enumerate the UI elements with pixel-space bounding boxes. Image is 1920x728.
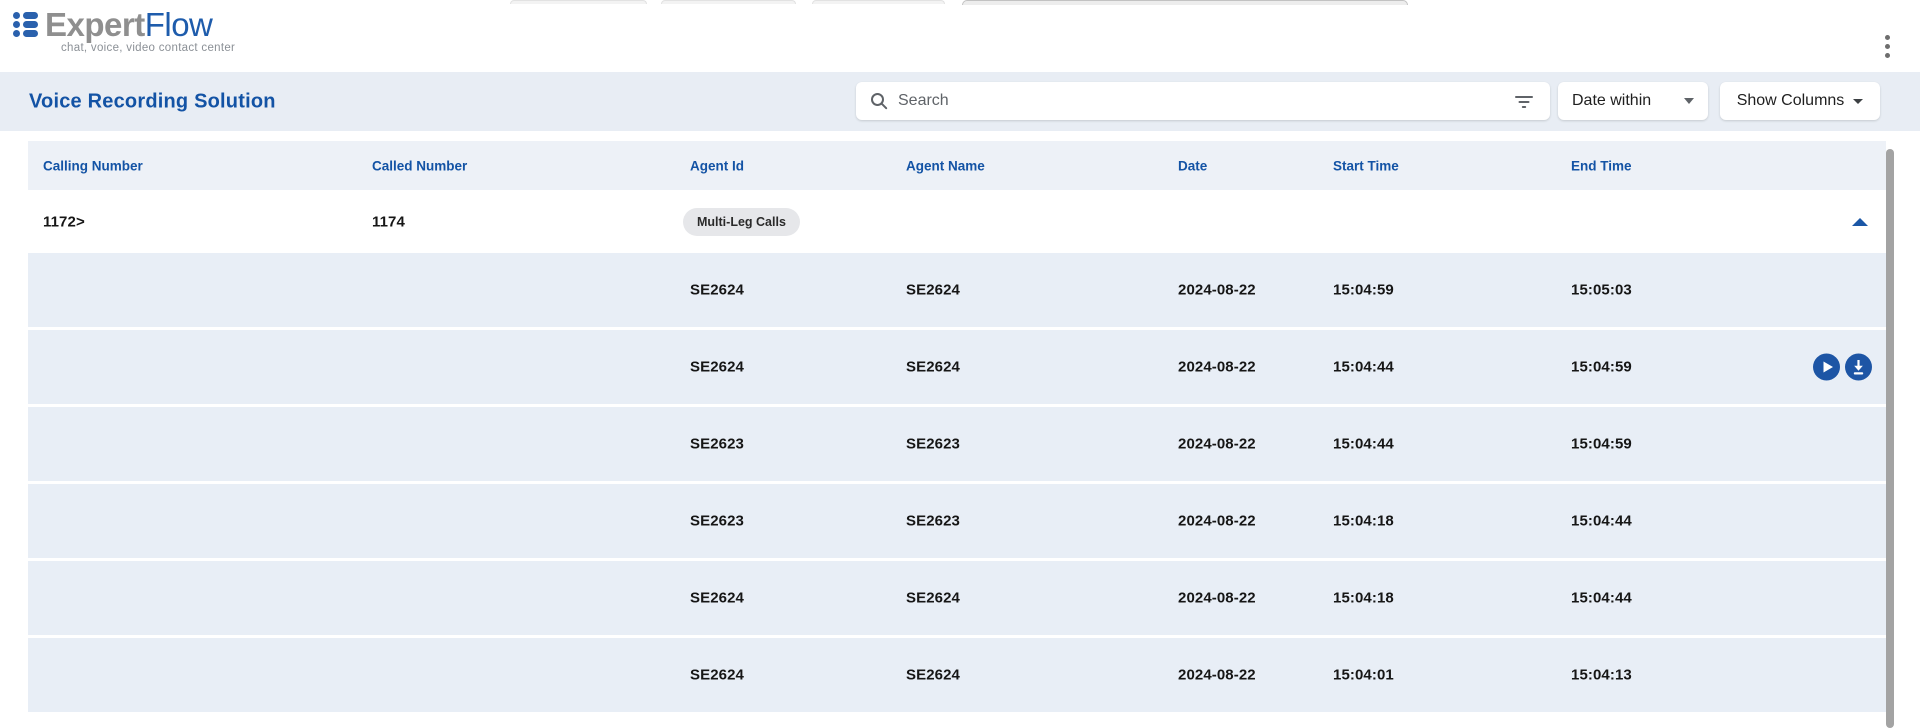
- search-icon: [870, 92, 888, 110]
- column-header-agent-id: Agent Id: [690, 158, 744, 173]
- multi-leg-calls-badge: Multi-Leg Calls: [683, 208, 800, 236]
- cell-agent-name: SE2624: [906, 590, 960, 607]
- table-header-row: Calling Number Called Number Agent Id Ag…: [28, 141, 1886, 190]
- cell-agent-id: SE2624: [690, 590, 744, 607]
- play-icon[interactable]: [1813, 354, 1840, 381]
- date-within-dropdown[interactable]: Date within: [1558, 82, 1708, 120]
- logo-wordmark: ExpertFlow: [45, 8, 212, 41]
- top-cutoff-element: [812, 0, 945, 4]
- cell-agent-id: SE2624: [690, 359, 744, 376]
- column-header-end-time: End Time: [1571, 158, 1632, 173]
- table-row: SE2624 SE2624 2024-08-22 15:04:59 15:05:…: [28, 253, 1886, 327]
- cell-end-time: 15:04:44: [1571, 590, 1632, 607]
- download-icon[interactable]: [1845, 354, 1872, 381]
- row-actions: [1813, 354, 1872, 381]
- search-box[interactable]: [856, 82, 1550, 120]
- cell-end-time: 15:05:03: [1571, 282, 1632, 299]
- cell-start-time: 15:04:01: [1333, 667, 1394, 684]
- top-cutoff-element: [661, 0, 796, 4]
- cell-agent-name: SE2624: [906, 359, 960, 376]
- cell-date: 2024-08-22: [1178, 282, 1256, 299]
- cell-start-time: 15:04:44: [1333, 359, 1394, 376]
- cell-agent-name: SE2623: [906, 436, 960, 453]
- logo-tagline: chat, voice, video contact center: [13, 42, 235, 54]
- cell-agent-id: SE2624: [690, 667, 744, 684]
- cell-start-time: 15:04:18: [1333, 590, 1394, 607]
- logo-text-flow: Flow: [145, 6, 213, 43]
- cell-agent-id: SE2624: [690, 282, 744, 299]
- group-called-number: 1174: [372, 213, 405, 230]
- cell-start-time: 15:04:44: [1333, 436, 1394, 453]
- cell-agent-id: SE2623: [690, 513, 744, 530]
- top-cutoff-element: [962, 0, 1408, 5]
- recordings-table: Calling Number Called Number Agent Id Ag…: [28, 141, 1894, 728]
- collapse-up-icon[interactable]: [1852, 218, 1868, 226]
- column-header-start-time: Start Time: [1333, 158, 1399, 173]
- table-row: SE2624 SE2624 2024-08-22 15:04:18 15:04:…: [28, 561, 1886, 635]
- toolbar: Voice Recording Solution Date within Sho…: [0, 72, 1920, 131]
- cell-agent-name: SE2624: [906, 282, 960, 299]
- cell-end-time: 15:04:59: [1571, 359, 1632, 376]
- caret-down-icon: [1853, 99, 1863, 104]
- caret-down-icon: [1684, 98, 1694, 104]
- cell-date: 2024-08-22: [1178, 667, 1256, 684]
- top-cutoff-element: [510, 0, 647, 4]
- cell-agent-name: SE2623: [906, 513, 960, 530]
- table-row: SE2624 SE2624 2024-08-22 15:04:01 15:04:…: [28, 638, 1886, 712]
- column-header-date: Date: [1178, 158, 1207, 173]
- vertical-scrollbar[interactable]: [1886, 149, 1894, 728]
- cell-end-time: 15:04:59: [1571, 436, 1632, 453]
- table-row: SE2623 SE2623 2024-08-22 15:04:18 15:04:…: [28, 484, 1886, 558]
- cell-date: 2024-08-22: [1178, 359, 1256, 376]
- page-title: Voice Recording Solution: [29, 90, 276, 113]
- call-group-row[interactable]: 1172> 1174 Multi-Leg Calls: [28, 190, 1886, 253]
- filter-list-icon[interactable]: [1512, 90, 1536, 112]
- group-calling-number: 1172>: [43, 213, 85, 230]
- cell-date: 2024-08-22: [1178, 513, 1256, 530]
- show-columns-button[interactable]: Show Columns: [1720, 82, 1880, 120]
- cell-start-time: 15:04:59: [1333, 282, 1394, 299]
- cell-end-time: 15:04:13: [1571, 667, 1632, 684]
- search-input[interactable]: [898, 92, 1512, 110]
- cell-agent-name: SE2624: [906, 667, 960, 684]
- table-row: SE2623 SE2623 2024-08-22 15:04:44 15:04:…: [28, 407, 1886, 481]
- table-body: SE2624 SE2624 2024-08-22 15:04:59 15:05:…: [28, 253, 1886, 715]
- cell-date: 2024-08-22: [1178, 590, 1256, 607]
- cell-date: 2024-08-22: [1178, 436, 1256, 453]
- cell-end-time: 15:04:44: [1571, 513, 1632, 530]
- column-header-calling-number: Calling Number: [43, 158, 143, 173]
- logo-text-expert: Expert: [45, 6, 145, 43]
- kebab-menu-icon[interactable]: [1881, 31, 1894, 62]
- column-header-agent-name: Agent Name: [906, 158, 985, 173]
- cell-start-time: 15:04:18: [1333, 513, 1394, 530]
- cell-agent-id: SE2623: [690, 436, 744, 453]
- column-header-called-number: Called Number: [372, 158, 467, 173]
- date-within-label: Date within: [1572, 92, 1651, 110]
- logo-dots-icon: [13, 10, 38, 39]
- show-columns-label: Show Columns: [1737, 92, 1845, 110]
- table-row: SE2624 SE2624 2024-08-22 15:04:44 15:04:…: [28, 330, 1886, 404]
- expertflow-logo: ExpertFlow chat, voice, video contact ce…: [13, 8, 235, 54]
